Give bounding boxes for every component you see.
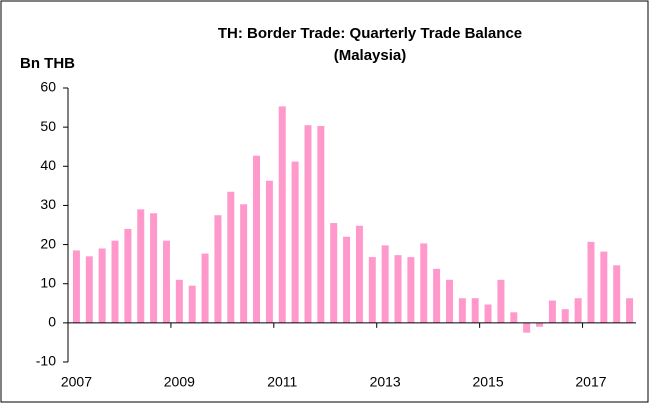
y-axis-label: Bn THB (20, 55, 75, 72)
bar (304, 125, 312, 323)
bar (278, 106, 286, 323)
bar (574, 298, 582, 323)
x-tick-label: 2017 (575, 374, 606, 390)
x-tick-label: 2011 (267, 374, 297, 390)
y-tick-label: 30 (40, 196, 56, 212)
bar (394, 255, 402, 323)
x-tick-label: 2015 (472, 374, 503, 390)
bar (124, 228, 132, 323)
bar (587, 241, 595, 323)
bar (291, 161, 299, 323)
bar (613, 265, 621, 323)
bar (111, 240, 119, 323)
bar (240, 204, 248, 323)
y-tick-label: 0 (48, 314, 56, 330)
bar (523, 322, 531, 333)
bar (536, 322, 544, 327)
bar (368, 257, 376, 323)
chart-subtitle: (Malaysia) (334, 47, 407, 64)
bar (175, 279, 183, 323)
y-tick-label: 10 (40, 274, 56, 290)
bar (214, 215, 222, 323)
bar (137, 209, 145, 323)
bar (317, 125, 325, 323)
chart-title: TH: Border Trade: Quarterly Trade Balanc… (218, 25, 522, 42)
bar (471, 298, 479, 323)
bar (445, 279, 453, 323)
y-tick-label: 20 (40, 235, 56, 251)
bar (458, 298, 466, 323)
bar (510, 312, 518, 323)
bar (433, 268, 441, 323)
y-tick-label: 50 (40, 118, 56, 134)
bar (548, 300, 556, 323)
x-tick-label: 2009 (164, 374, 195, 390)
bar (265, 180, 273, 323)
bar (85, 256, 93, 323)
x-tick-label: 2007 (61, 374, 92, 390)
bar (227, 191, 235, 323)
y-tick-label: 60 (40, 79, 56, 95)
y-tick-label: 40 (40, 157, 56, 173)
bar (162, 240, 170, 323)
bar (98, 248, 106, 323)
bar (381, 245, 389, 323)
bar (343, 236, 351, 323)
bar (407, 257, 415, 323)
bar (626, 298, 634, 323)
y-tick-label: -10 (36, 353, 56, 369)
bar (497, 279, 505, 323)
bar (72, 250, 80, 323)
bar (561, 309, 569, 323)
bar (253, 155, 261, 323)
bar (420, 243, 428, 323)
bar (201, 253, 209, 323)
bar (484, 304, 492, 323)
bar (150, 213, 158, 323)
bar (600, 251, 608, 323)
bar (355, 225, 363, 323)
x-tick-label: 2013 (370, 374, 401, 390)
bar (330, 223, 338, 323)
bar (188, 285, 196, 323)
